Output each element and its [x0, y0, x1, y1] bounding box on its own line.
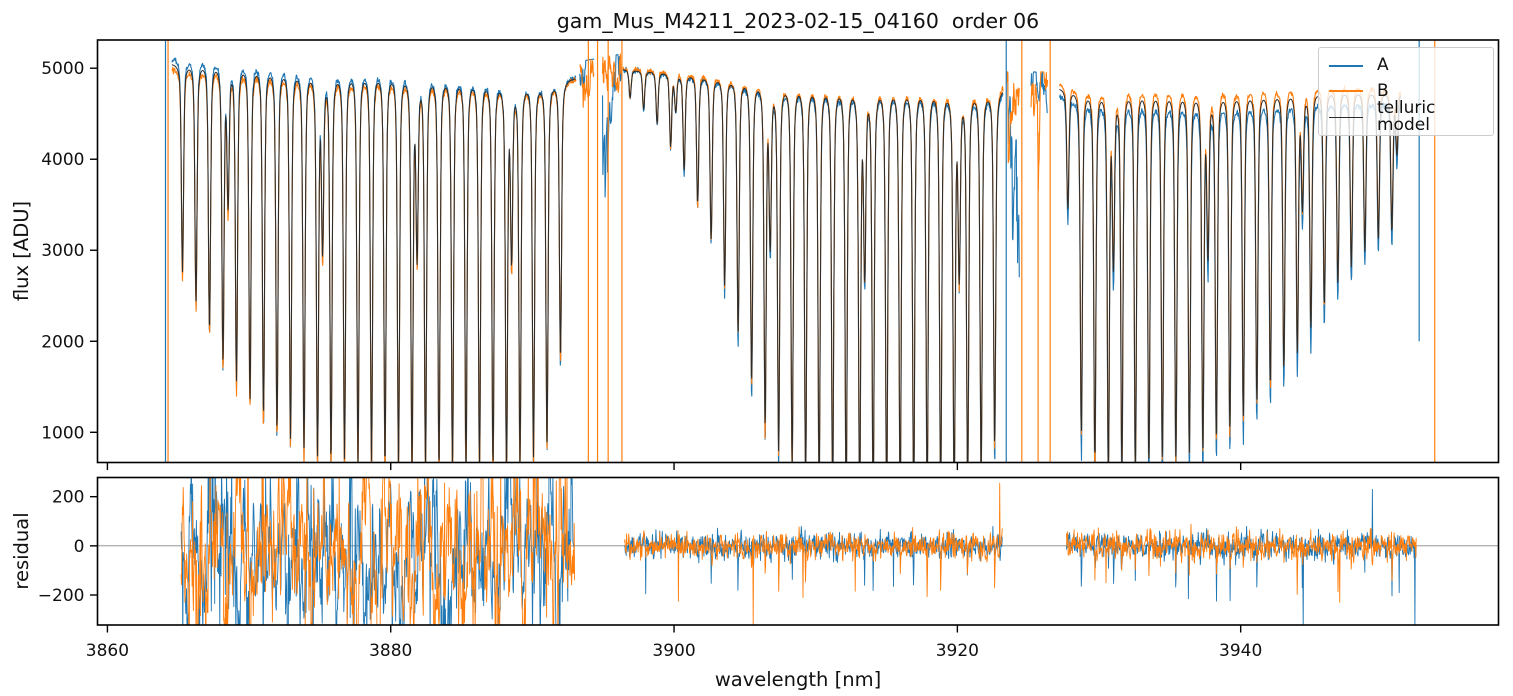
series-b-line-icon: [1329, 90, 1363, 93]
series-telluric-model-segment-2: [1059, 89, 1402, 463]
series-telluric-model-line-icon: [1329, 116, 1363, 118]
legend: A B telluric model: [1318, 47, 1494, 136]
legend-label-b: B: [1377, 80, 1389, 101]
stub-B-3: [1030, 71, 1049, 191]
residual-B-segment-0: [180, 477, 576, 625]
legend-entry-a: A: [1329, 53, 1483, 79]
x-axis-label: wavelength [nm]: [715, 668, 881, 691]
residual-A-segment-1: [624, 525, 1003, 595]
y-axis-label-residual: residual: [10, 512, 33, 589]
series-a-line-icon: [1329, 64, 1363, 67]
x-tick-label: 3860: [86, 641, 129, 661]
y-tick-label-main: 4000: [41, 150, 84, 170]
stub-A-1: [601, 54, 622, 198]
series-telluric-model-segment-0: [171, 64, 577, 463]
y-tick-label-residual: 200: [52, 488, 84, 508]
y-tick-label-main: 3000: [41, 241, 84, 261]
y-axis-label-flux: flux [ADU]: [10, 201, 33, 301]
y-tick-label-main: 1000: [41, 423, 84, 443]
series-telluric-model-segment-1: [622, 69, 1004, 463]
residual-B-segment-2: [1065, 523, 1417, 603]
stub-A-2: [1006, 71, 1020, 278]
x-tick-label: 3900: [652, 641, 695, 661]
x-tick-label: 3940: [1219, 641, 1262, 661]
series-A-segment-1: [622, 66, 1004, 463]
stub-B-0: [579, 58, 595, 108]
y-tick-label-main: 5000: [41, 59, 84, 79]
axes: [90, 39, 1500, 633]
legend-entry-telluric-model: telluric model: [1329, 100, 1483, 134]
main-panel-data: [164, 40, 1436, 463]
y-tick-label-residual: 0: [74, 537, 85, 557]
series-B-segment-1: [622, 66, 1004, 463]
panel-spine: [96, 39, 1500, 464]
chart-title: gam_Mus_M4211_2023-02-15_04160 order 06: [557, 9, 1039, 34]
residual-B-segment-1: [624, 482, 1003, 625]
panel-spine: [96, 476, 1500, 626]
legend-label-a: A: [1377, 55, 1389, 76]
x-tick-label: 3920: [936, 641, 979, 661]
x-tick-label: 3880: [369, 641, 412, 661]
legend-entry-b: B: [1329, 79, 1483, 105]
y-tick-label-residual: −200: [38, 586, 85, 606]
stub-B-2: [1006, 71, 1020, 164]
residual-panel-data: [97, 477, 1499, 625]
legend-label-telluric-model: telluric model: [1377, 98, 1436, 135]
stub-A-3: [1030, 71, 1048, 114]
stub-B-1: [601, 53, 622, 93]
tick-labels: 3860 3880 3900 3920 394010002000300040005000…: [38, 59, 1263, 661]
residual-A-segment-0: [180, 477, 576, 625]
y-tick-label-main: 2000: [41, 332, 84, 352]
